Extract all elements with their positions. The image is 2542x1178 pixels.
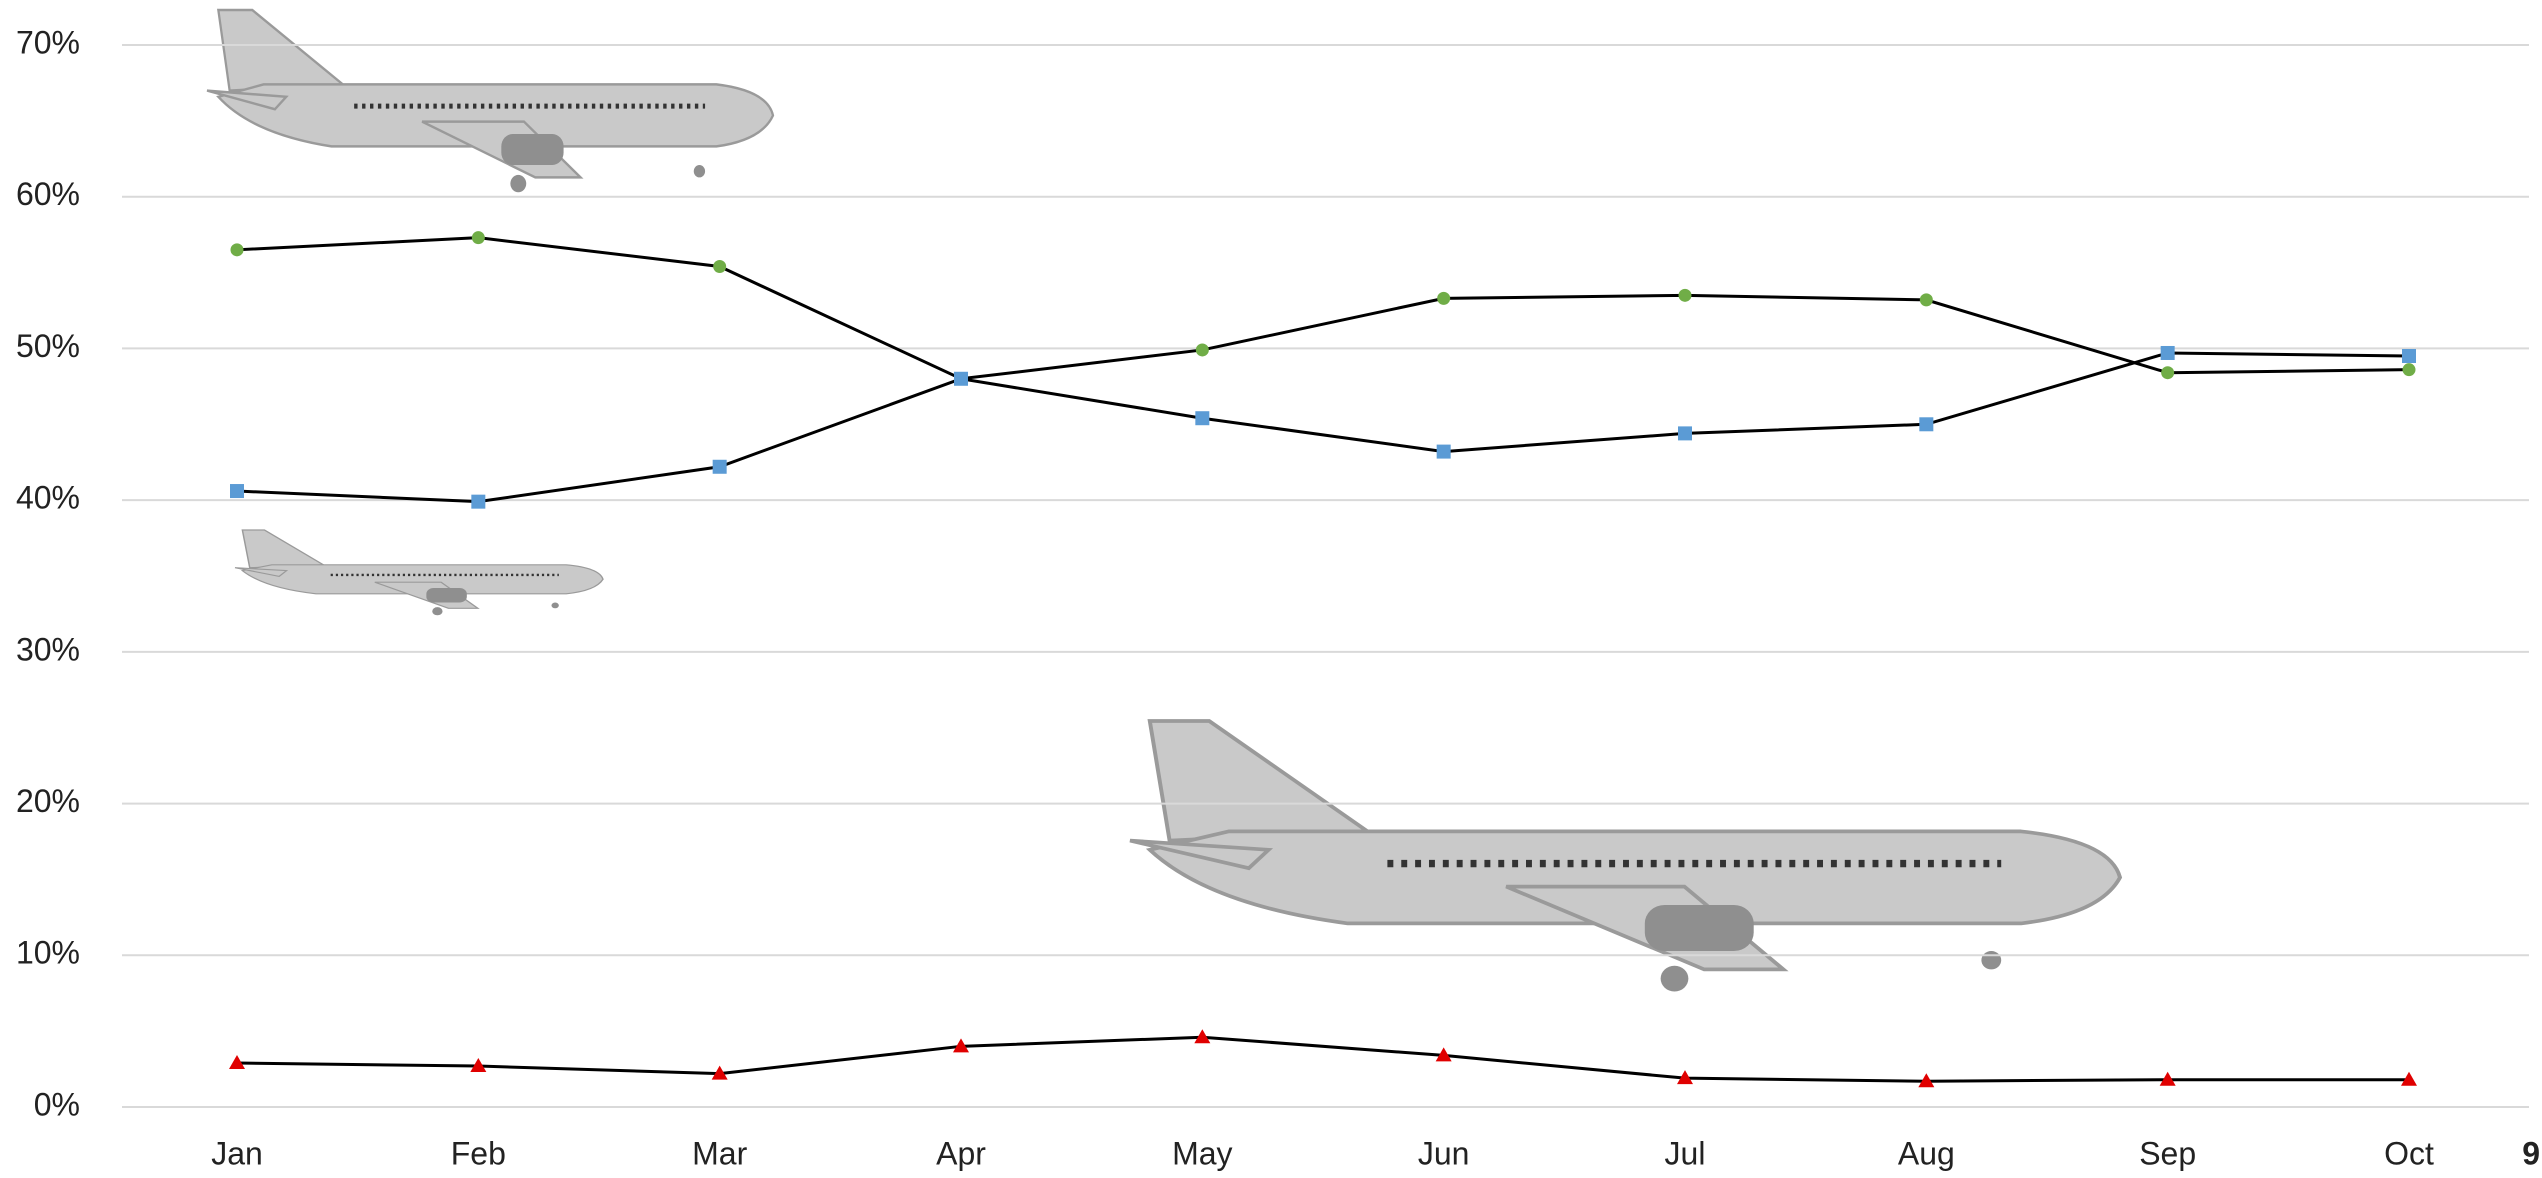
series-line [236,351,2410,504]
y-tick-label: 40% [16,480,80,516]
marker [2160,345,2175,360]
x-tick-label: Oct [2384,1135,2434,1171]
marker [1677,1070,1693,1085]
marker [1918,1073,1935,1088]
marker [712,459,727,474]
marker [2401,1071,2417,1086]
y-tick-label: 10% [16,935,80,971]
marker [2161,366,2175,380]
x-tick-label: Jun [1418,1135,1470,1171]
y-tick-label: 60% [16,176,80,212]
marker [2159,1071,2176,1086]
x-tick-label: Mar [692,1135,747,1171]
x-tick-label: Aug [1898,1135,1955,1171]
marker [1437,291,1451,305]
marker [711,1065,728,1080]
marker [470,1058,487,1073]
marker [1194,1029,1211,1044]
marker [953,1038,969,1053]
y-tick-label: 20% [16,783,80,819]
x-tick-label: May [1172,1135,1232,1171]
y-tick-label: 70% [16,24,80,60]
marker [471,231,485,245]
marker [1435,1047,1452,1062]
marker [471,494,486,509]
marker [1436,444,1451,459]
y-tick-label: 50% [16,328,80,364]
series-line [236,1035,2409,1083]
series-line [236,236,2410,381]
lines [236,236,2410,1083]
x-tick-label: Sep [2139,1135,2196,1171]
y-tick-label: 30% [16,631,80,667]
marker [1195,411,1210,426]
marker [954,371,968,386]
marker [1195,343,1209,357]
marker [2402,349,2416,364]
axes: 0% 10% 20% 30% 40% 50% 60% 70% Jan Feb Mar Apr May Ju… [16,24,2529,1171]
marker [2402,363,2416,377]
page-number: 9 [2522,1135,2540,1171]
x-tick-label: Jul [1665,1135,1706,1171]
plane-illustration [1130,721,2120,991]
x-tick-label: Jan [211,1135,263,1171]
marker [230,484,244,499]
x-tick-label: Apr [936,1135,986,1171]
marker [1919,293,1933,307]
plane-illustration [207,10,773,192]
x-tick-label: Feb [451,1135,506,1171]
marker [1678,288,1692,302]
plane-illustration [233,528,605,618]
marker [713,260,727,274]
marker [230,243,244,257]
markers [229,231,2417,1088]
y-tick-label: 0% [34,1086,80,1122]
marker [1678,426,1692,441]
marker [229,1055,245,1070]
marker [1919,417,1934,432]
